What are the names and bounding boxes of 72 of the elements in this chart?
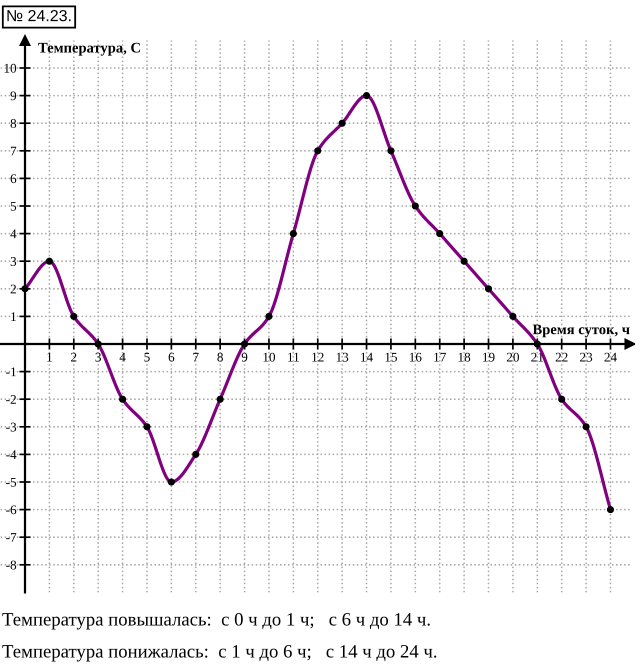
- point: [119, 396, 126, 403]
- y-tick-label: 7: [10, 146, 16, 156]
- y-tick-label: -1: [6, 367, 16, 376]
- x-tick-label: 16: [410, 352, 422, 362]
- point: [21, 285, 29, 292]
- y-tick-label: 9: [10, 91, 16, 100]
- x-tick-label: 18: [458, 352, 470, 362]
- point: [192, 450, 200, 458]
- x-tick-label: 21: [531, 352, 544, 362]
- point: [46, 258, 53, 265]
- point: [412, 202, 419, 210]
- x-tick-label: 7: [193, 352, 199, 362]
- point: [362, 92, 370, 100]
- x-axis-title: Время суток, ч: [532, 324, 630, 338]
- y-tick-label: 2: [10, 284, 16, 294]
- y-tick-label: 8: [10, 119, 16, 128]
- point: [582, 423, 590, 430]
- x-tick-label: 13: [336, 352, 348, 362]
- y-tick-label: 6: [10, 174, 16, 184]
- x-tick-label: 10: [264, 352, 276, 362]
- x-tick-label: 4: [120, 352, 126, 362]
- y-tick-label: 5: [10, 202, 16, 211]
- x-tick-label: 20: [506, 352, 519, 362]
- point: [216, 396, 224, 403]
- y-tick-label: 3: [10, 257, 16, 266]
- y-tick-label: 4: [10, 229, 16, 238]
- y-tick-label: -6: [6, 505, 16, 514]
- x-tick-label: 11: [288, 352, 299, 362]
- point: [534, 340, 541, 348]
- x-tick-label: 12: [312, 352, 324, 362]
- text: Температура повышалась: с 0 ч до 1 ч; с 6 ч до 14 ч.: [2, 612, 430, 630]
- x-tick-label: 3: [96, 352, 101, 362]
- point: [460, 258, 468, 265]
- x-tick-label: 15: [385, 352, 398, 362]
- point: [436, 230, 444, 238]
- y-tick-label: 10: [4, 64, 16, 73]
- y-tick-label: -2: [6, 395, 16, 404]
- chart-title: № 24.23.: [7, 10, 71, 22]
- point: [143, 423, 151, 430]
- point: [314, 147, 322, 154]
- x-tick-label: 6: [168, 352, 174, 362]
- x-tick-label: 22: [556, 352, 568, 362]
- point: [606, 506, 614, 514]
- y-tick-label: -7: [6, 533, 16, 542]
- x-tick-label: 24: [604, 352, 617, 362]
- x-tick-label: 8: [217, 352, 223, 362]
- point: [484, 285, 492, 292]
- point: [265, 312, 272, 320]
- x-tick-label: 2: [71, 352, 76, 362]
- text: Температура понижалась: с 1 ч до 6 ч; с 14 ч до 24 ч.: [2, 645, 436, 662]
- point: [509, 312, 516, 320]
- x-tick-label: 1: [47, 352, 52, 362]
- x-tick-label: 19: [483, 352, 495, 362]
- x-tick-label: 17: [434, 352, 446, 362]
- point: [168, 478, 175, 486]
- y-tick-label: 1: [11, 312, 16, 321]
- y-tick-label: -4: [6, 450, 16, 459]
- x-tick-label: 23: [580, 352, 592, 362]
- y-tick-label: -5: [6, 478, 16, 487]
- point: [70, 312, 78, 320]
- point: [241, 340, 248, 348]
- y-tick-label: -8: [6, 560, 16, 570]
- x-tick-label: 9: [242, 352, 248, 362]
- y-axis-title: Температура, С: [38, 42, 140, 56]
- point: [290, 230, 297, 238]
- x-tick-label: 5: [144, 352, 150, 362]
- y-tick-label: -3: [6, 422, 16, 432]
- x-tick-label: 14: [361, 352, 373, 362]
- point: [94, 340, 102, 348]
- point: [558, 396, 566, 403]
- point: [387, 147, 394, 154]
- point: [338, 120, 346, 127]
